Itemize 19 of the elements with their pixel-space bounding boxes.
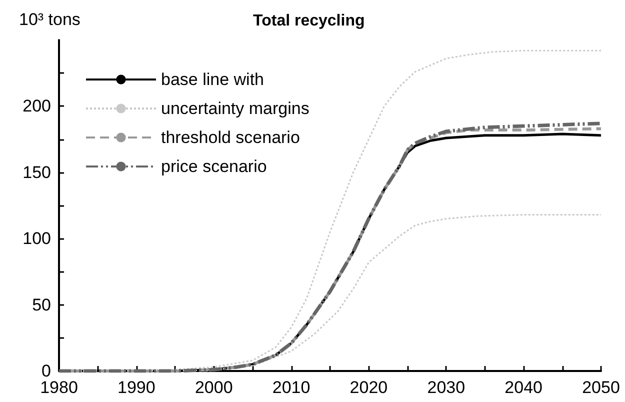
y-tick-label: 50 [32, 295, 51, 314]
legend-label: threshold scenario [161, 128, 300, 147]
y-tick-label: 200 [22, 96, 51, 116]
x-tick-label: 1990 [118, 378, 156, 397]
x-tick-label: 2020 [350, 378, 388, 397]
y-tick-label: 0 [42, 362, 51, 380]
legend-label: base line with [161, 70, 264, 89]
y-tick-label: 150 [22, 162, 51, 182]
chart-title: Total recycling [253, 12, 365, 30]
x-tick-label: 2000 [194, 378, 233, 397]
x-tick-label: 2040 [504, 378, 542, 397]
x-tick-label: 2010 [272, 378, 310, 397]
y-axis-title: 10³ tons [19, 10, 80, 29]
x-tick-label: 1980 [40, 378, 78, 397]
y-tick-label: 100 [22, 229, 51, 248]
x-tick-label: 2050 [582, 378, 620, 397]
x-tick-label: 2030 [427, 378, 466, 397]
legend-label: price scenario [161, 157, 267, 176]
legend-label: uncertainty margins [161, 99, 310, 118]
